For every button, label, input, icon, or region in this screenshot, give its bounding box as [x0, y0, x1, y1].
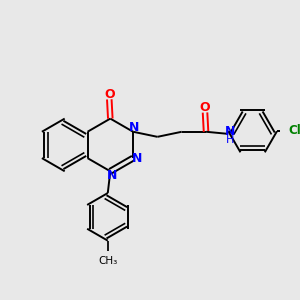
- Text: CH₃: CH₃: [98, 256, 117, 266]
- Text: H: H: [226, 135, 235, 145]
- Text: N: N: [128, 121, 139, 134]
- Text: Cl: Cl: [288, 124, 300, 137]
- Text: N: N: [132, 152, 142, 165]
- Text: O: O: [200, 101, 210, 114]
- Text: N: N: [225, 125, 236, 138]
- Text: O: O: [104, 88, 115, 101]
- Text: N: N: [106, 169, 117, 182]
